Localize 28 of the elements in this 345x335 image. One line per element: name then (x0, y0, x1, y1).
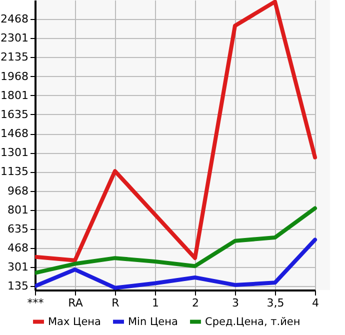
legend-label: Min Цена (128, 316, 178, 328)
x-tick-label: 4 (312, 296, 319, 310)
y-tick-label: 1301 (0, 146, 28, 160)
x-tick-label: 2 (192, 296, 199, 310)
y-tick-label: 635 (8, 222, 28, 236)
y-tick-label: 301 (8, 260, 28, 274)
y-tick-label: 468 (8, 242, 28, 254)
y-tick-label: 2135 (0, 50, 28, 64)
y-tick-label: 2468 (0, 12, 28, 26)
y-tick-label: 1801 (0, 88, 28, 102)
y-tick-label: 2301 (0, 32, 28, 45)
x-tick-label: 1 (152, 296, 159, 310)
x-tick-label: 3,5 (266, 296, 284, 310)
x-tick-label: R (112, 296, 120, 310)
line-series (35, 0, 317, 262)
y-tick-label: 135 (8, 280, 28, 293)
line-series (35, 206, 317, 275)
x-tick-label: *** (27, 296, 44, 310)
y-tick-label: 1468 (0, 127, 28, 140)
x-tick-label: 3 (232, 296, 239, 310)
y-tick-label: 1635 (0, 108, 28, 121)
legend-label: Сред.Цена, т.йен (205, 316, 300, 328)
y-tick-label: 1135 (0, 165, 28, 178)
y-tick-label: 801 (8, 203, 28, 216)
y-tick-label: 968 (8, 184, 28, 198)
x-tick-label: RA (68, 296, 84, 310)
legend-label: Max Цена (48, 316, 101, 328)
y-tick-label: 1968 (0, 70, 28, 83)
